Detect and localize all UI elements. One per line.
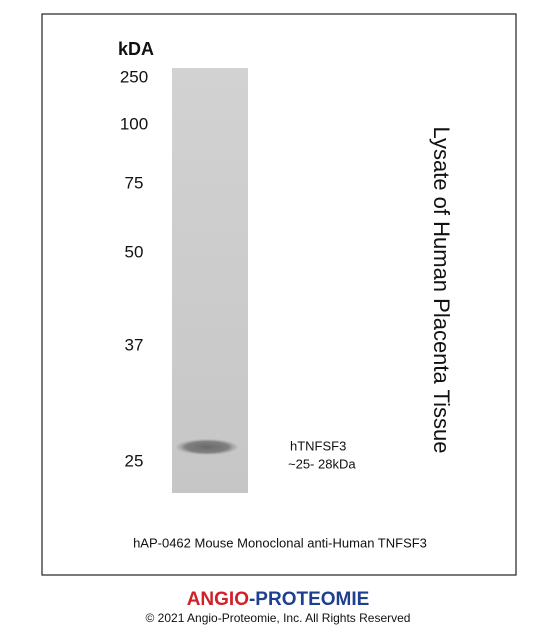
marker: 250 bbox=[120, 67, 148, 86]
sample-label: Lysate of Human Placenta Tissue bbox=[429, 127, 454, 454]
brand-part: ANGIO bbox=[187, 589, 249, 610]
band-label: ~25- 28kDa bbox=[288, 456, 356, 471]
marker: 25 bbox=[125, 451, 144, 470]
frame bbox=[41, 13, 517, 576]
lane bbox=[172, 68, 248, 493]
band-label: hTNFSF3 bbox=[290, 438, 346, 453]
caption: hAP-0462 Mouse Monoclonal anti-Human TNF… bbox=[133, 535, 427, 550]
brand-part: -PROTEOMIE bbox=[249, 589, 369, 610]
marker: 100 bbox=[120, 114, 148, 133]
marker: 50 bbox=[125, 242, 144, 261]
marker: 37 bbox=[125, 335, 144, 354]
marker: 75 bbox=[125, 173, 144, 192]
copyright: © 2021 Angio-Proteomie, Inc. All Rights … bbox=[146, 611, 411, 625]
unit-label: kDA bbox=[118, 39, 154, 59]
band bbox=[176, 439, 238, 455]
brand: ANGIO-PROTEOMIE bbox=[187, 589, 370, 610]
